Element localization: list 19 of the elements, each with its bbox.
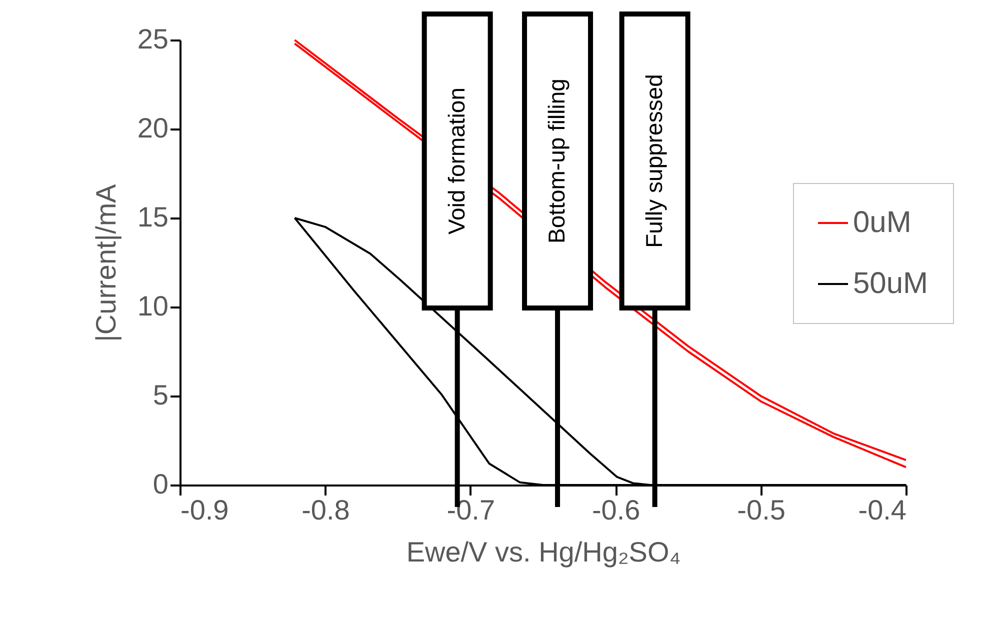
x-tick-label: -0.4 [858,494,906,526]
legend-label: 50uM [853,267,928,300]
y-axis-title: |Current|/mA [90,184,122,342]
y-tick-label: 25 [137,24,168,54]
ref-line-label: Void formation [443,87,470,235]
y-tick-label: 10 [137,290,168,322]
y-tick-label: 20 [137,112,168,144]
legend-label: 0uM [853,206,912,239]
x-tick-label: -0.7 [446,494,496,526]
ref-line-label: Fully suppressed [640,74,667,248]
y-tick-label: 15 [137,202,168,232]
x-tick-label: -0.6 [592,494,640,526]
y-tick-label: 0 [152,468,168,500]
x-tick-label: -0.5 [737,494,786,526]
x-tick-label: -0.9 [180,494,229,526]
x-tick-label: -0.8 [302,494,350,526]
y-tick-label: 5 [152,380,168,410]
x-axis-title: Ewe/V vs. Hg/Hg₂SO₄ [406,536,681,568]
ref-line-label: Bottom-up filling [544,78,570,244]
